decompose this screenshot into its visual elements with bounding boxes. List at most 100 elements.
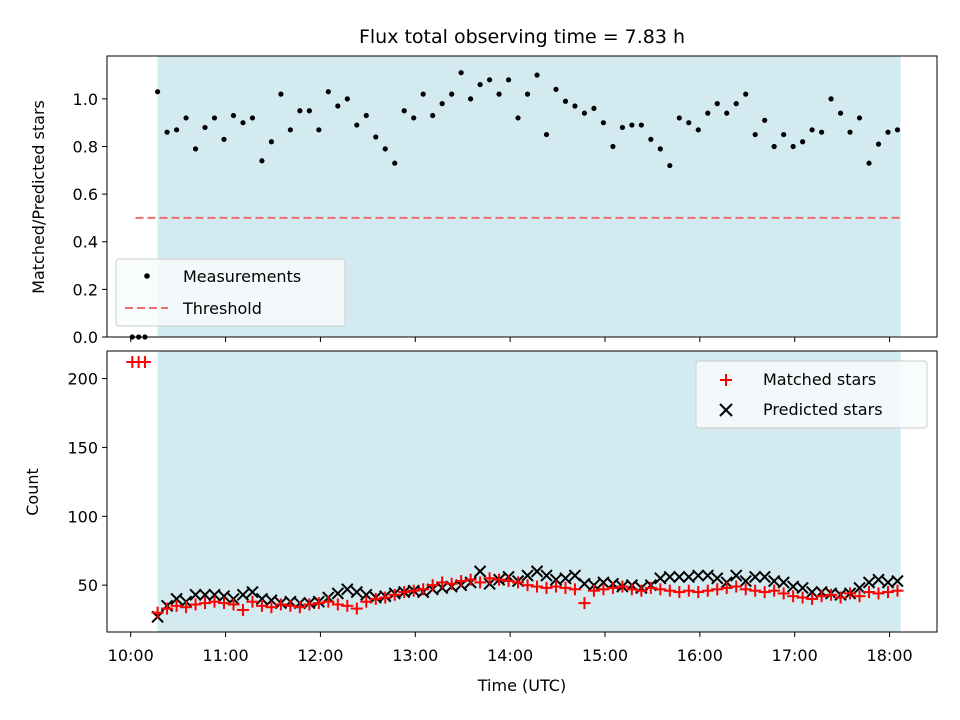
ratio-panel-frame [106,55,938,338]
predicted-star-marker [777,576,790,589]
matched-star-marker [312,597,325,610]
count-x-tick-label: 15:00 [582,646,628,665]
matched-star-marker [407,584,420,597]
matched-star-marker [217,597,230,610]
matched-star-marker [303,598,316,611]
predicted-star-marker [350,585,363,599]
measurement-point [382,146,388,152]
measurement-point [724,110,730,116]
matched-star-marker [739,583,752,596]
measurement-point [837,110,844,116]
measurement-point [325,89,331,95]
matched-star-marker [445,577,458,590]
measurement-point [486,77,493,83]
matched-star-marker [284,599,297,612]
measurement-point [894,127,901,133]
measurement-point [392,160,398,166]
measurement-point [344,96,350,102]
measurement-point [316,127,322,133]
predicted-star-marker [739,574,752,588]
measurement-point [430,112,436,119]
predicted-legend-marker [719,403,733,417]
measurement-point [524,91,531,97]
matched-star-marker [891,584,904,597]
measurement-point [875,141,882,147]
matched-star-marker [350,602,363,615]
measurement-point [543,131,550,138]
measurement-point [164,129,170,135]
matched-star-marker [692,586,705,599]
predicted-star-marker [872,573,885,586]
measurement-point [743,91,749,97]
count-x-tick-label: 13:00 [392,646,438,665]
predicted-star-marker [331,587,345,600]
predicted-star-marker [862,576,876,589]
matched-star-marker [730,580,743,593]
matched-star-marker [559,581,572,594]
matched-star-marker [606,581,619,594]
measurement-point [771,143,777,150]
measurement-points [129,70,901,340]
matched-star-marker [369,592,382,605]
matched-star-marker [521,579,534,592]
count-y-tick-label: 200 [67,370,98,389]
measurement-point [335,103,341,109]
predicted-star-marker [189,588,202,602]
matched-star-marker [227,598,240,611]
ratio-legend: Measurements Threshold [115,258,346,327]
measurement-point [173,127,180,133]
ratio-y-ticks: 0.0 0.2 0.4 0.6 0.8 1.0 [73,90,107,347]
count-legend-box [695,360,928,429]
matched-star-marker [199,597,212,610]
count-legend: Matched stars Predicted stars [695,360,928,429]
measurement-legend-label: Measurements [183,267,301,286]
matched-star-marker [663,584,676,597]
matched-star-marker [587,584,600,597]
measurement-point [439,101,445,107]
measurement-point [154,89,161,95]
count-y-tick-label: 100 [67,507,98,526]
matched-star-marker [483,572,496,585]
matched-star-marker [872,587,885,600]
measurement-point [221,136,227,142]
predicted-legend-label: Predicted stars [763,400,883,419]
measurement-point [354,122,360,128]
matched-star-marker [844,587,857,600]
matched-star-marker [531,580,544,593]
measurement-legend-marker [144,273,150,279]
measurement-point [638,122,644,128]
measurement-point [515,115,521,121]
measurement-point [847,129,853,135]
matched-legend-label: Matched stars [763,370,876,389]
matched-star-marker [701,584,714,597]
matched-star-marker [597,583,610,596]
predicted-star-marker [341,583,354,596]
measurement-point [600,120,607,126]
ratio-y-tick-label: 0.4 [73,233,98,252]
matched-star-marker [398,586,411,599]
measurement-point [695,127,701,133]
measurement-point [505,77,512,83]
measurement-point [705,110,711,116]
predicted-star-marker [673,570,686,584]
count-panel: 50 100 150 200 10:00 11:00 12:00 13:00 14:00 15:… [23,350,938,695]
matched-star-marker [208,595,221,608]
measurement-point [278,91,284,97]
matched-star-marker [625,583,638,596]
matched-star-marker [180,601,193,614]
matched-star-marker [502,575,515,588]
measurement-point [534,72,540,78]
predicted-star-marker [530,565,544,578]
measurement-point [363,112,369,119]
predicted-star-marker [217,589,231,603]
measurement-point [809,127,815,133]
matched-star-marker [549,580,562,593]
measurement-point [477,81,483,88]
matched-star-marker [853,590,866,603]
ratio-y-tick-label: 0.6 [73,185,98,204]
measurement-point [790,143,796,150]
matched-star-marker [455,575,468,588]
matched-star-marker [578,597,591,610]
matched-star-marker [568,583,581,596]
measurement-point [629,122,635,128]
